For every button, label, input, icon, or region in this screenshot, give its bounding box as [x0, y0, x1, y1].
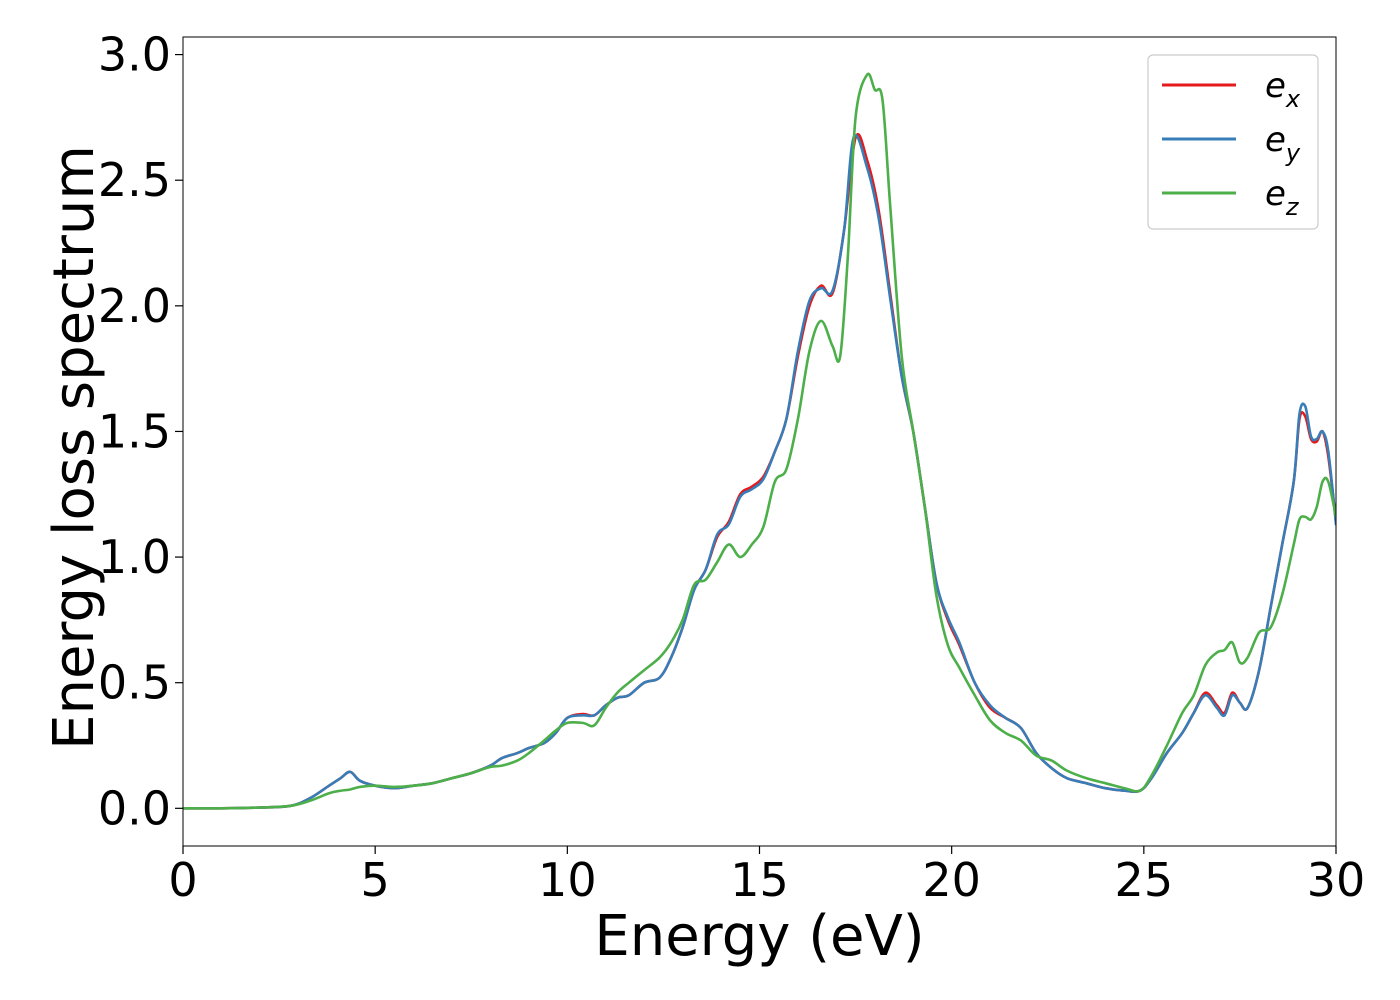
x-tick-label: 0 — [168, 853, 197, 907]
y-tick-label: 2.5 — [98, 153, 171, 207]
legend-label-ez: ez — [1265, 174, 1300, 221]
y-tick-label: 3.0 — [98, 28, 171, 82]
legend-label-subscript: x — [1285, 85, 1301, 113]
y-tick-label: 2.0 — [98, 279, 171, 333]
series-layer — [183, 72, 1336, 810]
legend-label-subscript: z — [1285, 193, 1300, 221]
x-tick-label: 10 — [538, 853, 597, 907]
x-tick-label: 20 — [922, 853, 981, 907]
x-tick-label: 15 — [730, 853, 789, 907]
series-line-ez — [183, 72, 1336, 810]
ticks-layer: 0 5 10 15 20 25 30 0.0 0.5 1.0 1.5 2.0 2.5 3.0 — [98, 28, 1365, 907]
y-tick-label: 1.0 — [98, 530, 171, 584]
legend-label-base: e — [1265, 120, 1286, 160]
legend-label-subscript: y — [1285, 139, 1301, 167]
legend-label-base: e — [1265, 66, 1286, 106]
y-axis-label: Energy loss spectrum — [42, 145, 107, 750]
series-line-ex — [183, 133, 1336, 810]
y-tick-label: 0.0 — [98, 781, 171, 835]
y-tick-label: 0.5 — [98, 656, 171, 710]
x-axis-label: Energy (eV) — [594, 904, 924, 969]
x-tick-label: 5 — [361, 853, 390, 907]
legend-label-ex: ex — [1265, 66, 1301, 113]
x-tick-label: 30 — [1307, 853, 1366, 907]
legend-label-ey: ey — [1265, 120, 1301, 167]
x-tick-label: 25 — [1115, 853, 1174, 907]
legend-box — [1147, 54, 1319, 230]
series-line-ey — [183, 133, 1336, 810]
y-tick-label: 1.5 — [98, 404, 171, 458]
legend-label-base: e — [1265, 174, 1286, 214]
